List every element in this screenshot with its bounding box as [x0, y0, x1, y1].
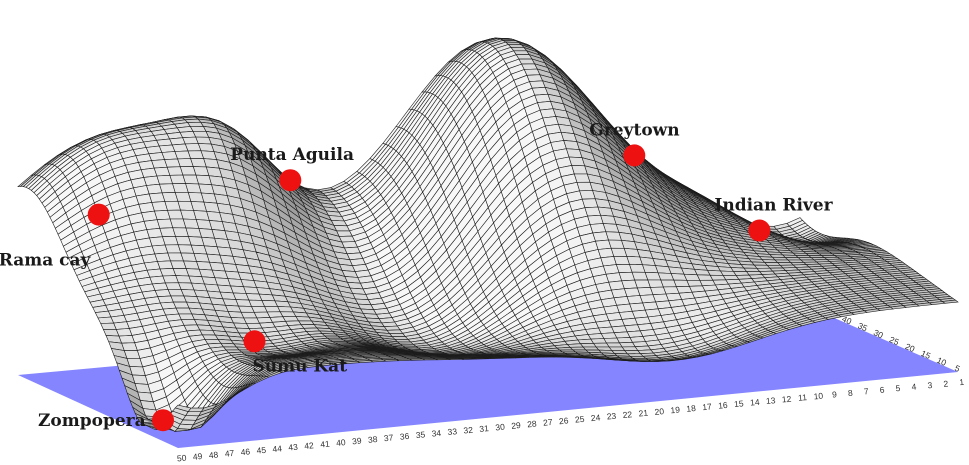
y-tick-label: 25 — [888, 334, 901, 347]
y-tick-label: 20 — [904, 341, 917, 354]
x-tick-label: 18 — [686, 403, 697, 414]
x-tick-label: 12 — [781, 394, 792, 405]
x-tick-label: 1 — [959, 377, 965, 387]
y-tick-label: 35 — [856, 320, 869, 333]
x-tick-label: 17 — [702, 401, 713, 412]
x-tick-label: 34 — [431, 428, 442, 439]
x-tick-label: 41 — [320, 439, 331, 450]
site-label: Sumu Kat — [253, 356, 348, 376]
site-label: Zompopera — [38, 411, 146, 431]
x-tick-label: 13 — [766, 395, 777, 406]
x-tick-label: 35 — [415, 429, 426, 440]
x-tick-label: 14 — [750, 397, 761, 408]
x-tick-label: 4 — [911, 381, 917, 391]
x-tick-label: 2 — [943, 378, 949, 388]
site-label: Punta Aguila — [230, 145, 354, 165]
x-tick-label: 31 — [479, 423, 490, 434]
x-tick-label: 11 — [798, 392, 808, 403]
site-marker — [623, 144, 646, 167]
site-marker — [279, 169, 302, 192]
x-tick-label: 39 — [352, 435, 363, 446]
x-tick-label: 19 — [670, 404, 681, 415]
x-tick-label: 46 — [240, 446, 251, 457]
x-tick-label: 37 — [383, 432, 394, 443]
x-tick-label: 28 — [527, 418, 538, 429]
x-tick-label: 29 — [511, 420, 522, 431]
x-tick-label: 44 — [272, 443, 283, 454]
y-tick-label: 30 — [872, 327, 885, 340]
site-markers — [87, 144, 771, 432]
x-tick-label: 20 — [654, 406, 665, 417]
x-tick-label: 48 — [208, 449, 219, 460]
site-labels: Zompopera Rama cay Sumu Kat Punta Aguila Gre… — [0, 120, 834, 431]
x-tick-label: 30 — [495, 422, 506, 433]
x-tick-label: 3 — [927, 380, 933, 390]
site-marker — [243, 330, 266, 353]
x-tick-label: 25 — [575, 414, 586, 425]
x-tick-label: 45 — [256, 445, 267, 456]
x-tick-label: 10 — [813, 391, 824, 402]
x-tick-label: 33 — [447, 426, 458, 437]
x-tick-label: 24 — [590, 412, 601, 423]
y-tick-label: 40 — [840, 314, 853, 327]
x-tick-label: 23 — [606, 411, 617, 422]
x-tick-label: 38 — [368, 434, 379, 445]
y-tick-label: 15 — [919, 348, 932, 361]
x-tick-label: 22 — [622, 409, 633, 420]
surface-mesh — [17, 37, 959, 432]
x-tick-label: 50 — [177, 453, 188, 464]
mesh-cell — [941, 299, 959, 304]
site-marker — [152, 409, 174, 432]
x-tick-label: 7 — [863, 386, 869, 396]
y-tick-label: 5 — [953, 363, 962, 374]
x-tick-label: 36 — [399, 431, 410, 442]
x-tick-label: 26 — [559, 415, 570, 426]
x-tick-label: 15 — [734, 398, 745, 409]
x-tick-label: 40 — [336, 437, 347, 448]
x-tick-label: 43 — [288, 442, 299, 453]
x-tick-label: 9 — [832, 389, 838, 399]
x-tick-label: 8 — [847, 388, 853, 398]
x-tick-label: 6 — [879, 385, 885, 395]
x-tick-label: 47 — [224, 448, 235, 459]
site-marker — [748, 219, 771, 242]
x-axis-ticks: 50 49 48 47 46 45 44 43 42 41 40 39 38 37 36 35 34 33 32 31… — [177, 377, 965, 464]
y-tick-label: 10 — [935, 355, 948, 368]
x-tick-label: 16 — [718, 400, 729, 411]
site-label: Rama cay — [0, 251, 92, 271]
x-tick-label: 5 — [895, 383, 901, 393]
x-tick-label: 27 — [543, 417, 554, 428]
site-marker — [87, 203, 110, 226]
x-tick-label: 21 — [638, 408, 649, 419]
site-label: Indian River — [714, 196, 833, 216]
site-label: Greytown — [589, 120, 679, 140]
x-tick-label: 42 — [304, 440, 315, 451]
x-tick-label: 49 — [192, 451, 203, 462]
x-tick-label: 32 — [463, 425, 474, 436]
